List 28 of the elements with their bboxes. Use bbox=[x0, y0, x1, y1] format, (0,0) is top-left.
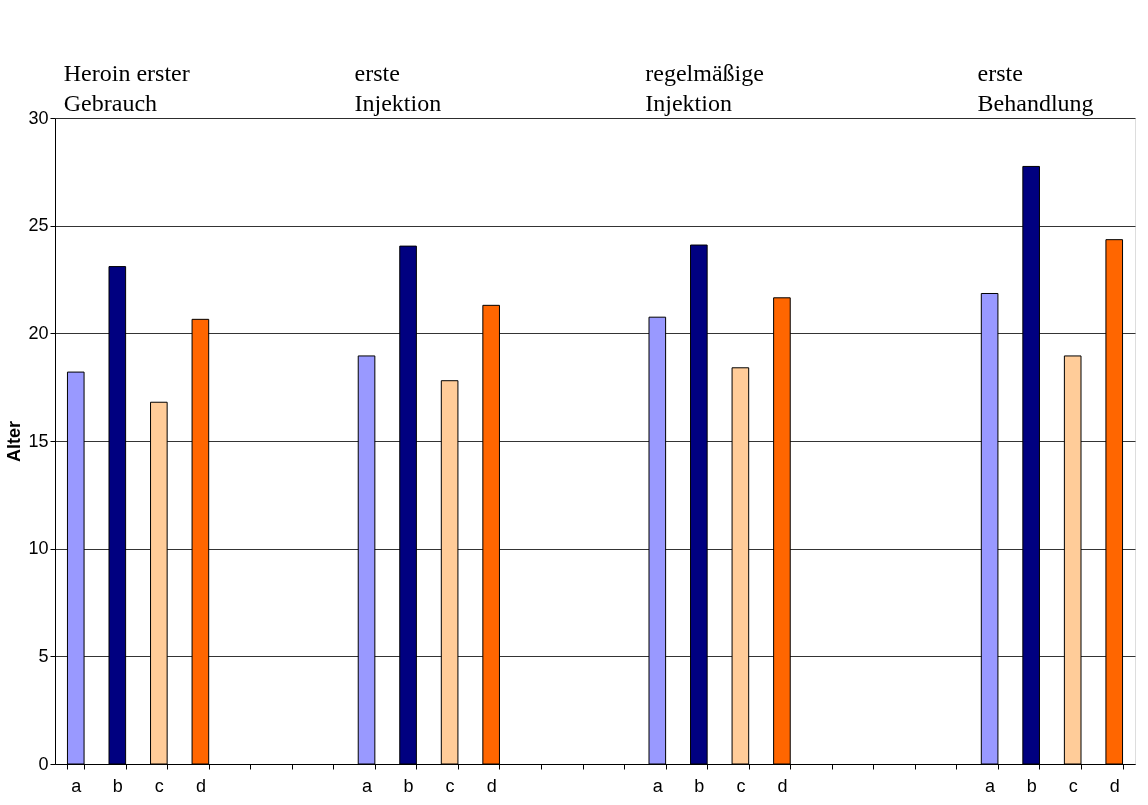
x-tick-label: c bbox=[736, 775, 746, 796]
x-tick-label: b bbox=[403, 775, 414, 796]
x-tick-label: c bbox=[445, 775, 455, 796]
x-tick-label: b bbox=[694, 775, 705, 796]
text: erste Injektion bbox=[354, 60, 442, 116]
x-tick-label: a bbox=[71, 775, 83, 796]
y-tick-label: 10 bbox=[28, 538, 49, 559]
x-tick-label: c bbox=[154, 775, 164, 796]
x-tick-label: a bbox=[985, 775, 997, 796]
x-tick-label: d bbox=[777, 775, 788, 796]
y-tick-label: 5 bbox=[38, 645, 49, 666]
text: Heroin erster Gebrauch bbox=[63, 60, 190, 116]
y-tick-label: 30 bbox=[28, 107, 49, 128]
x-tick-label: d bbox=[195, 775, 206, 796]
x-tick-label: a bbox=[362, 775, 374, 796]
y-tick-label: 0 bbox=[38, 753, 49, 774]
y-tick-label: 25 bbox=[28, 215, 49, 236]
y-tick-label: 20 bbox=[28, 322, 49, 343]
x-tick-label: d bbox=[1109, 775, 1120, 796]
x-tick-label: c bbox=[1068, 775, 1078, 796]
x-tick-label: d bbox=[486, 775, 497, 796]
text: erste Behandlung bbox=[977, 60, 1094, 116]
y-tick-label: 15 bbox=[28, 430, 49, 451]
x-tick-label: b bbox=[112, 775, 123, 796]
text: regelmäßige Injektion bbox=[645, 60, 764, 116]
y-axis-title: Alter bbox=[4, 420, 25, 463]
x-tick-label: a bbox=[652, 775, 664, 796]
x-tick-label: b bbox=[1026, 775, 1037, 796]
